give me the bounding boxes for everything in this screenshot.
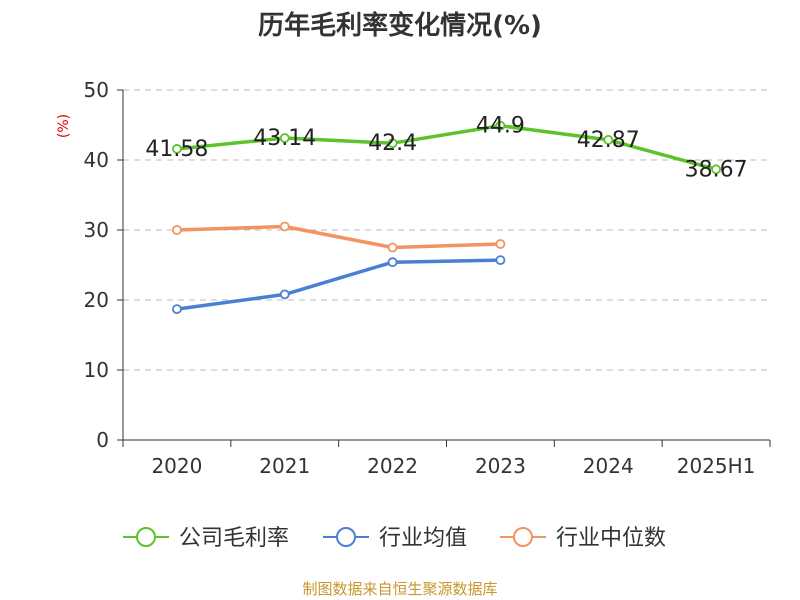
data-point bbox=[172, 225, 182, 235]
legend: 公司毛利率 行业均值 行业中位数 bbox=[123, 526, 666, 551]
data-point bbox=[279, 289, 290, 300]
data-label: 42.87 bbox=[577, 128, 640, 153]
data-point bbox=[279, 221, 290, 232]
data-point bbox=[711, 164, 721, 175]
x-tick-label: 2021 bbox=[259, 454, 310, 478]
legend-marker bbox=[513, 527, 533, 547]
y-tick-label: 30 bbox=[84, 218, 109, 242]
grid-lines bbox=[123, 89, 770, 371]
legend-label: 行业均值 bbox=[379, 526, 467, 551]
x-tick-label: 2023 bbox=[475, 454, 526, 478]
x-tick-label: 2022 bbox=[367, 454, 418, 478]
series-line bbox=[175, 123, 718, 172]
axes: 0 10 20 30 40 50 2020 2021 2022 2023 2024 2025H1 bbox=[84, 78, 771, 478]
data-label: 44.9 bbox=[476, 114, 525, 139]
legend-label: 公司毛利率 bbox=[179, 526, 289, 551]
data-point bbox=[172, 144, 182, 154]
data-point bbox=[387, 257, 398, 268]
y-tick-label: 20 bbox=[84, 288, 109, 312]
data-point bbox=[387, 242, 398, 253]
data-label: 38.67 bbox=[685, 157, 748, 182]
legend-marker bbox=[136, 527, 156, 547]
x-tick-label: 2025H1 bbox=[677, 454, 756, 478]
data-label: 41.58 bbox=[145, 137, 208, 162]
data-point bbox=[387, 138, 398, 149]
data-point bbox=[495, 120, 506, 131]
data-label: 42.4 bbox=[368, 131, 417, 156]
x-tick-label: 2020 bbox=[151, 454, 202, 478]
y-tick-label: 50 bbox=[84, 78, 109, 102]
y-tick-label: 40 bbox=[84, 148, 109, 172]
data-point bbox=[495, 239, 506, 249]
legend-label: 行业中位数 bbox=[556, 526, 666, 551]
data-label: 43.14 bbox=[253, 126, 316, 151]
chart-title: 历年毛利率变化情况(%) bbox=[258, 10, 542, 41]
y-tick-label: 0 bbox=[96, 428, 109, 452]
data-point bbox=[495, 255, 506, 266]
y-tick-label: 10 bbox=[84, 358, 109, 382]
y-axis-label: (%) bbox=[56, 114, 72, 138]
series-lines: 41.58 43.14 42.4 44.9 42.87 38.67 bbox=[145, 114, 748, 315]
data-point bbox=[279, 133, 290, 143]
source-note: 制图数据来自恒生聚源数据库 bbox=[302, 580, 497, 598]
series-line bbox=[175, 258, 503, 311]
data-point bbox=[603, 135, 614, 145]
legend-marker bbox=[336, 527, 356, 547]
data-point bbox=[172, 304, 182, 315]
series-line bbox=[175, 224, 503, 250]
x-tick-label: 2024 bbox=[583, 454, 634, 478]
